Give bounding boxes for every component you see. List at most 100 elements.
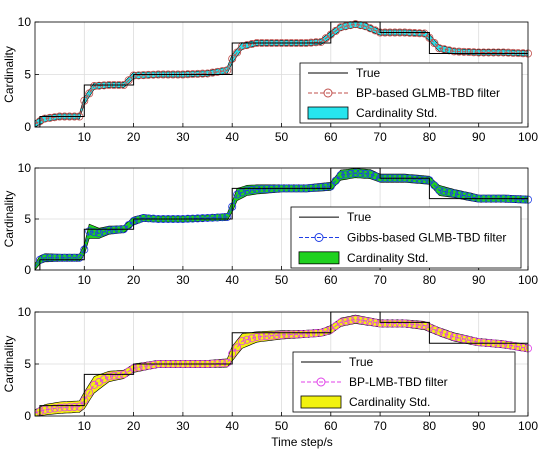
estimate-marker bbox=[75, 253, 84, 262]
estimate-marker bbox=[489, 48, 498, 57]
x-tick-label: 20 bbox=[127, 273, 141, 287]
estimate-marker bbox=[302, 329, 311, 338]
estimate-marker bbox=[321, 182, 330, 191]
estimate-marker bbox=[203, 69, 212, 78]
x-tick-label: 90 bbox=[472, 273, 486, 287]
chart-panel-2: 10 20 30 40 50 60 70 80 90 100 0 5 10 Cardinality True… bbox=[2, 161, 538, 287]
estimate-marker bbox=[312, 38, 321, 47]
legend-label-estimate: Gibbs-based GLMB-TBD filter bbox=[347, 231, 506, 245]
estimate-marker bbox=[307, 329, 316, 338]
x-tick-label: 100 bbox=[518, 130, 538, 144]
estimate-marker bbox=[139, 362, 148, 371]
x-tick-label: 70 bbox=[373, 419, 387, 433]
estimate-marker bbox=[85, 227, 94, 236]
estimate-marker bbox=[267, 331, 276, 340]
estimate-marker bbox=[100, 227, 109, 236]
y-tick-label: 10 bbox=[18, 305, 32, 319]
x-tick-label: 90 bbox=[472, 130, 486, 144]
estimate-marker bbox=[218, 359, 227, 368]
x-tick-label: 70 bbox=[373, 273, 387, 287]
estimate-marker bbox=[430, 181, 439, 190]
true-line bbox=[35, 311, 528, 417]
estimate-marker bbox=[469, 48, 478, 57]
legend-marker-estimate bbox=[314, 233, 324, 242]
legend: True BP-based GLMB-TBD filter Cardinality … bbox=[299, 62, 523, 124]
estimate-marker bbox=[90, 380, 99, 389]
estimate-marker bbox=[312, 183, 321, 192]
estimate-marker bbox=[415, 175, 424, 184]
x-tick-label: 80 bbox=[423, 273, 437, 287]
estimate-marker bbox=[252, 185, 261, 194]
x-tick-label: 70 bbox=[373, 130, 387, 144]
estimate-marker bbox=[440, 45, 449, 54]
estimate-marker bbox=[469, 193, 478, 202]
estimate-marker bbox=[341, 170, 350, 179]
estimate-marker bbox=[361, 169, 370, 178]
estimate-marker bbox=[336, 23, 345, 32]
legend-label-true: True bbox=[356, 66, 381, 80]
x-tick-label: 80 bbox=[423, 130, 437, 144]
estimate-marker bbox=[336, 318, 345, 327]
y-axis-label: Cardinality bbox=[2, 191, 16, 248]
estimate-marker bbox=[440, 187, 449, 196]
estimate-marker bbox=[509, 341, 518, 350]
legend-swatch-std bbox=[298, 251, 340, 265]
y-axis-label: Cardinality bbox=[2, 46, 16, 103]
estimate-marker bbox=[395, 319, 404, 328]
estimate-marker bbox=[50, 404, 59, 413]
estimate-marker bbox=[410, 29, 419, 38]
legend: True BP-LMB-TBD filter Cardinality Std. bbox=[292, 351, 516, 413]
estimate-marker bbox=[499, 340, 508, 349]
estimate-marker bbox=[519, 343, 528, 352]
estimate-marker bbox=[100, 375, 109, 384]
estimate-marker bbox=[351, 169, 360, 178]
estimate-marker bbox=[55, 253, 64, 262]
estimate-marker bbox=[410, 175, 419, 184]
estimate-marker bbox=[385, 319, 394, 328]
estimate-marker bbox=[504, 48, 513, 57]
y-tick-label: 0 bbox=[24, 120, 31, 134]
estimate-marker bbox=[60, 253, 69, 262]
estimate-marker bbox=[504, 341, 513, 350]
estimate-marker bbox=[410, 320, 419, 329]
estimate-marker bbox=[331, 176, 340, 185]
estimate-marker bbox=[405, 319, 414, 328]
estimate-marker bbox=[257, 185, 266, 194]
chart-panel-3: 10 20 30 40 50 60 70 80 90 100 0 5 10 Cardinality True… bbox=[2, 305, 538, 433]
estimate-marker bbox=[238, 337, 247, 346]
estimate-marker bbox=[139, 71, 148, 80]
estimate-marker bbox=[282, 330, 291, 339]
estimate-marker bbox=[208, 68, 217, 77]
estimate-marker bbox=[484, 48, 493, 57]
estimate-marker bbox=[469, 337, 478, 346]
estimate-marker bbox=[494, 48, 503, 57]
estimate-marker bbox=[454, 47, 463, 56]
x-tick-label: 80 bbox=[423, 419, 437, 433]
x-tick-label: 20 bbox=[127, 419, 141, 433]
estimate-marker bbox=[60, 403, 69, 412]
estimate-marker bbox=[390, 319, 399, 328]
estimate-marker bbox=[415, 320, 424, 329]
estimate-marker bbox=[124, 76, 133, 85]
estimate-marker bbox=[336, 171, 345, 180]
estimate-marker bbox=[134, 215, 143, 224]
x-tick-label: 40 bbox=[226, 419, 240, 433]
estimate-marker bbox=[114, 371, 123, 380]
estimate-marker bbox=[494, 339, 503, 348]
x-tick-label: 30 bbox=[176, 419, 190, 433]
estimate-marker bbox=[346, 169, 355, 178]
estimate-marker bbox=[351, 20, 360, 29]
y-tick-label: 5 bbox=[24, 357, 31, 371]
y-tick-label: 10 bbox=[18, 161, 32, 175]
estimate-marker bbox=[233, 343, 242, 352]
x-tick-label: 60 bbox=[324, 273, 338, 287]
legend-label-estimate: BP-based GLMB-TBD filter bbox=[356, 86, 500, 100]
estimate-marker bbox=[242, 41, 251, 50]
estimate-marker bbox=[440, 329, 449, 338]
estimate-marker bbox=[85, 89, 94, 98]
estimate-marker bbox=[198, 214, 207, 223]
estimate-marker bbox=[90, 82, 99, 91]
estimate-marker bbox=[144, 214, 153, 223]
estimate-marker bbox=[341, 317, 350, 326]
estimate-marker bbox=[149, 360, 158, 369]
